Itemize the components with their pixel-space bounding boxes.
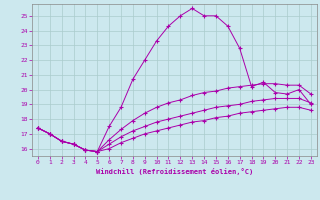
X-axis label: Windchill (Refroidissement éolien,°C): Windchill (Refroidissement éolien,°C) [96, 168, 253, 175]
